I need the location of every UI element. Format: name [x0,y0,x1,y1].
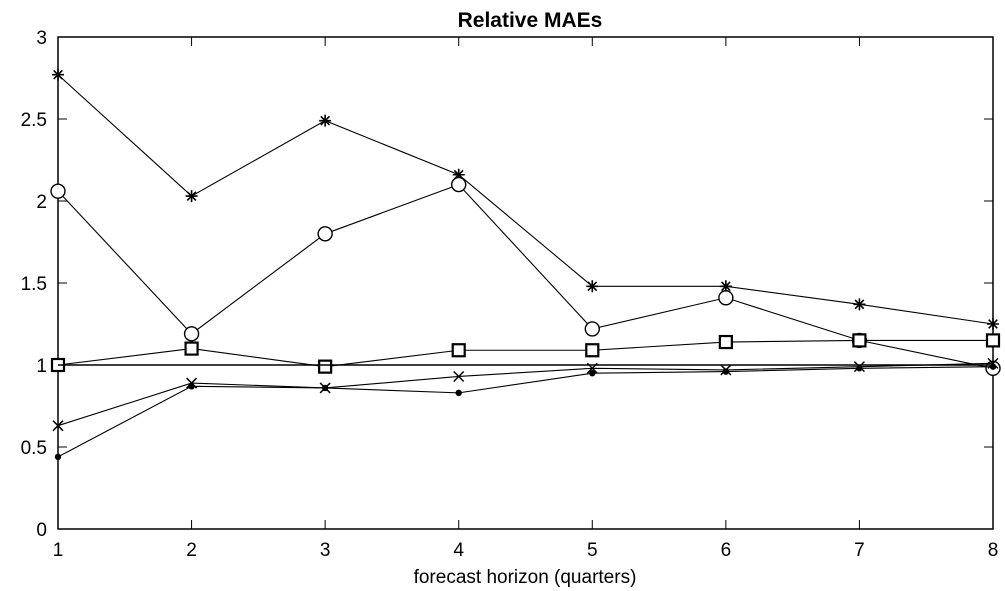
series-x [52,357,999,432]
series-line [57,183,994,369]
data-point-dot [589,370,596,377]
data-point-square [451,343,466,358]
y-tick-label: 0.5 [21,438,47,459]
data-point-circle [451,176,467,193]
data-point-x [453,370,465,383]
data-point-square [585,343,600,358]
data-point-square [184,341,199,356]
series-dot [54,363,997,461]
data-point-asterisk [185,190,198,203]
data-point-circle [718,290,734,306]
x-tick-label: 5 [587,540,598,561]
data-point-dot [856,365,863,372]
series-line [57,339,993,368]
data-point-asterisk [52,68,64,81]
data-point-dot [722,368,730,375]
plot-area-frame [57,36,994,530]
y-tick-label: 1.5 [21,274,47,295]
data-point-circle [584,321,600,337]
data-point-circle [50,183,66,199]
y-tick-label: 3 [36,28,47,49]
data-point-asterisk [586,280,599,293]
data-point-square [985,333,1001,348]
data-point-circle [317,226,333,242]
data-point-asterisk [452,168,465,181]
series-square [50,333,1001,374]
series-line [57,366,994,458]
x-tick-label: 4 [453,540,464,561]
x-tick-label: 2 [186,540,197,561]
series-circle [50,176,1001,376]
x-tick-label: 3 [320,540,331,561]
x-tick-label: 6 [721,540,732,561]
data-point-asterisk [319,114,332,127]
y-tick-labels: 0 0.5 1 1.5 2 2.5 3 [21,28,47,541]
axis-ticks [57,36,994,530]
data-point-square [318,359,333,374]
series-line [57,74,994,325]
data-point-square [852,333,867,348]
x-tick-label: 8 [988,540,999,561]
series-group [50,68,1001,461]
data-point-circle [183,326,200,342]
data-point-asterisk [987,318,999,330]
data-point-dot [54,453,62,461]
x-axis-label: forecast horizon (quarters) [414,567,637,588]
x-tick-label: 7 [854,540,865,561]
y-tick-label: 2.5 [21,110,47,131]
y-tick-label: 2 [36,192,47,213]
data-point-dot [321,384,329,392]
data-point-dot [989,363,997,370]
x-tick-labels: 1 2 3 4 5 6 7 8 [53,540,999,561]
data-point-x [586,362,598,374]
chart-title: Relative MAEs [458,9,603,32]
data-point-dot [188,383,195,390]
series-line [57,362,994,427]
x-tick-label: 1 [53,540,64,561]
data-point-dot [455,389,462,397]
y-tick-label: 0 [36,520,47,541]
series-asterisk [52,68,999,330]
y-tick-label: 1 [36,356,47,377]
data-point-x [52,420,64,432]
data-point-asterisk [719,280,732,293]
data-point-square [718,334,733,350]
data-point-asterisk [853,298,866,311]
